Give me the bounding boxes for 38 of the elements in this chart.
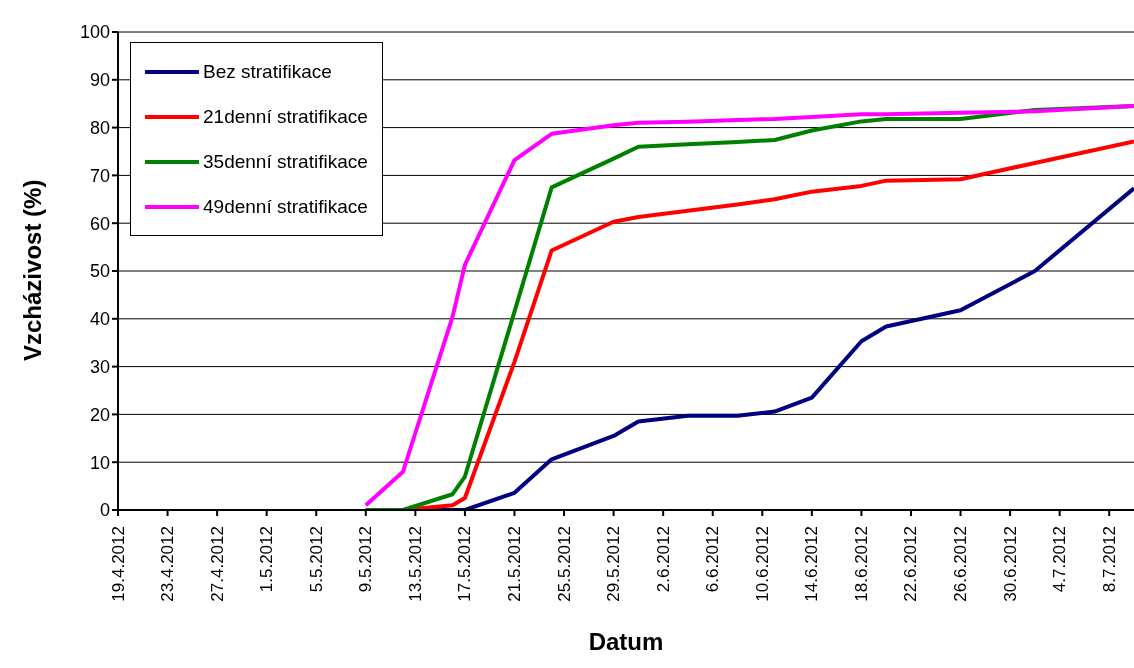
x-tick-label: 10.6.2012 [752,526,772,602]
x-tick-label: 19.4.2012 [108,526,128,602]
legend-label: 21denní stratifikace [203,104,368,129]
x-tick-label: 21.5.2012 [504,526,524,602]
x-tick-label: 8.7.2012 [1099,526,1119,593]
x-tick-label: 27.4.2012 [207,526,227,602]
y-tick-label: 0 [99,500,110,521]
x-tick-label: 1.5.2012 [257,526,277,593]
y-tick-label: 10 [89,452,110,473]
y-tick-label: 80 [89,117,110,138]
x-tick-label: 6.6.2012 [703,526,723,593]
x-tick-label: 13.5.2012 [405,526,425,602]
x-tick-label: 23.4.2012 [158,526,178,602]
y-tick-label: 90 [89,70,110,91]
x-tick-label: 2.6.2012 [653,526,673,593]
legend-label: 35denní stratifikace [203,149,368,174]
y-tick-label: 50 [89,261,110,282]
x-tick-label: 26.6.2012 [951,526,971,602]
x-tick-label: 30.6.2012 [1000,526,1020,602]
x-tick-label: 18.6.2012 [851,526,871,602]
x-tick-label: 9.5.2012 [356,526,376,593]
y-tick-label: 20 [89,404,110,425]
x-tick-label: 29.5.2012 [604,526,624,602]
x-tick-label: 5.5.2012 [306,526,326,593]
x-tick-label: 17.5.2012 [455,526,475,602]
y-tick-label: 40 [89,309,110,330]
y-tick-label: 60 [89,213,110,234]
x-tick-label: 14.6.2012 [802,526,822,602]
y-tick-label: 100 [79,22,110,43]
y-tick-label: 70 [89,165,110,186]
y-axis-title: Vzcházivost (%) [18,179,46,361]
x-tick-label: 25.5.2012 [554,526,574,602]
x-tick-label: 4.7.2012 [1050,526,1070,593]
y-tick-label: 30 [89,356,110,377]
legend-label: Bez stratifikace [203,59,332,84]
x-axis-title: Datum [588,628,664,655]
x-tick-label: 22.6.2012 [901,526,921,602]
legend-label: 49denní stratifikace [203,194,368,219]
